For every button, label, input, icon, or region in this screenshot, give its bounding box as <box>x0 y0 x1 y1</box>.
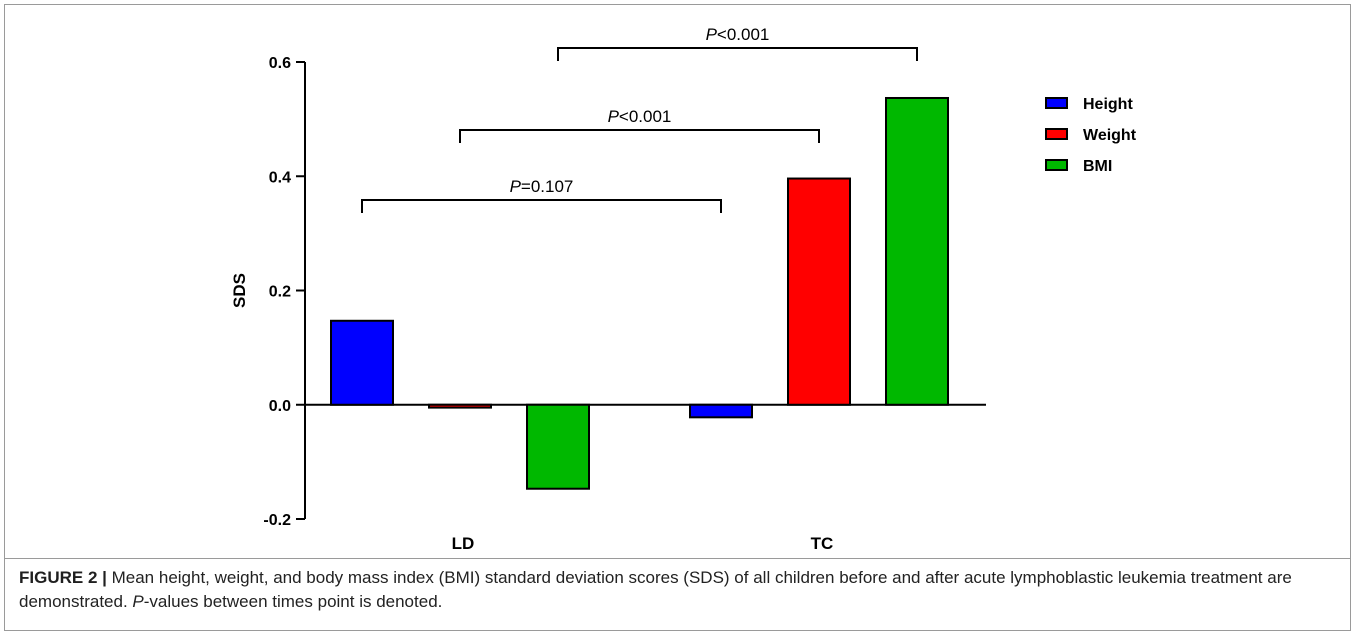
p-value-label: P<0.001 <box>706 25 770 44</box>
bar-height-tc <box>689 403 753 419</box>
y-tick-label: 0.0 <box>269 398 291 415</box>
legend-swatch-weight <box>1045 128 1068 140</box>
bar-chart: -0.2 0.0 0.2 0.4 0.6 SDS LD TC P=0.107 P<0.001 P<0… <box>230 25 1137 553</box>
x-category-label: TC <box>811 534 834 553</box>
figure-frame: -0.2 0.0 0.2 0.4 0.6 SDS LD TC P=0.107 P<0.001 P<0… <box>4 4 1351 631</box>
significance-bracket <box>459 129 820 143</box>
caption-label: FIGURE 2 | <box>19 568 107 587</box>
caption-divider <box>5 558 1350 559</box>
p-value-label: P=0.107 <box>510 177 574 196</box>
bar-height-ld <box>330 319 394 406</box>
legend-label-height: Height <box>1083 96 1133 113</box>
y-tick-label: 0.2 <box>269 284 291 301</box>
caption-text: Mean height, weight, and body mass index… <box>19 568 1292 611</box>
significance-bracket <box>557 47 918 61</box>
legend-label-bmi: BMI <box>1083 158 1112 175</box>
x-category-label: LD <box>452 534 475 553</box>
bar-weight-tc <box>787 177 851 406</box>
caption-italic-p: P <box>132 592 144 611</box>
p-value-label: P<0.001 <box>608 107 672 126</box>
bar-bmi-ld <box>526 403 590 490</box>
y-tick-label: 0.4 <box>269 169 291 186</box>
chart-area: -0.2 0.0 0.2 0.4 0.6 SDS LD TC P=0.107 P<0.001 P<0… <box>5 5 1350 553</box>
legend-label-weight: Weight <box>1083 127 1137 144</box>
caption-text-end: -values between times point is denoted. <box>143 592 443 611</box>
bar-weight-ld <box>428 403 492 409</box>
y-tick-label: -0.2 <box>263 512 291 529</box>
y-tick-label: 0.6 <box>269 55 291 72</box>
y-axis-label: SDS <box>230 273 249 308</box>
figure-caption: FIGURE 2 | Mean height, weight, and body… <box>19 566 1339 614</box>
significance-bracket <box>361 199 722 213</box>
legend-swatch-height <box>1045 97 1068 109</box>
legend-swatch-bmi <box>1045 159 1068 171</box>
bar-bmi-tc <box>885 96 949 406</box>
